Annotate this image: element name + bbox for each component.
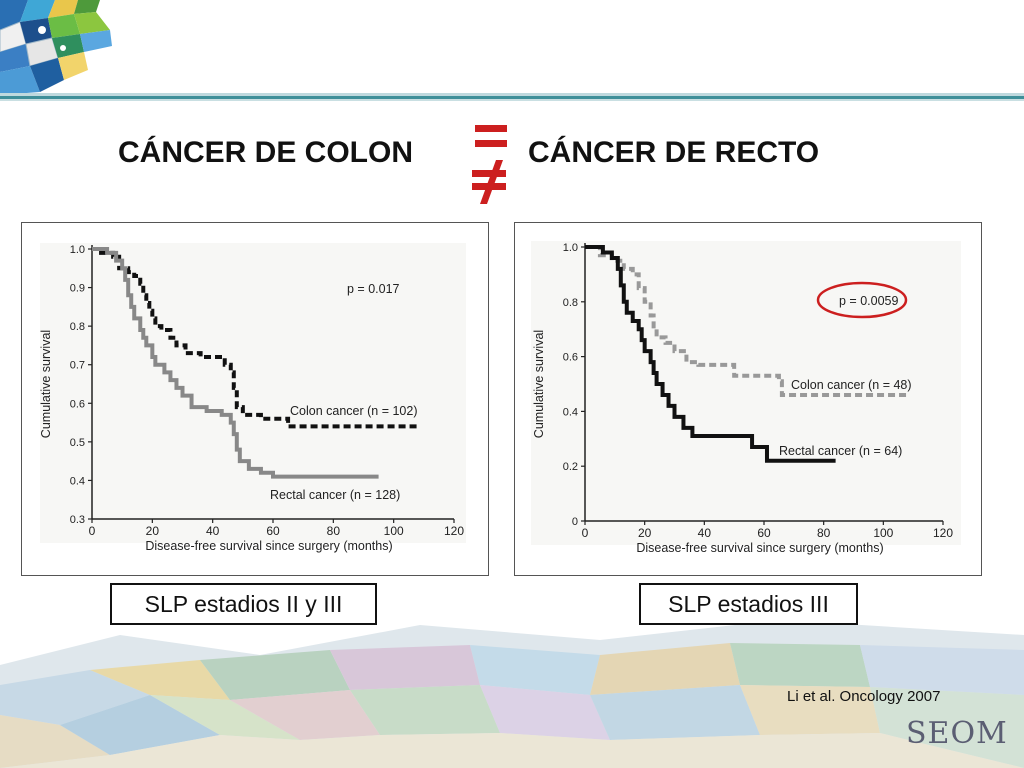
equal-not-equal-icon [472,125,507,204]
p-value-circle [816,281,908,319]
equals-bar-bottom [475,140,507,147]
y-tick-label: 0.9 [70,283,85,295]
x-tick-label: 120 [444,524,464,538]
survival-chart-left: 0 20 40 60 80 100 120 0.3 0.4 0.5 0.6 0.7 0.8 0.9 1.0 D… [39,243,466,553]
y-tick-label: 0.4 [563,406,578,418]
y-tick-label: 1.0 [70,244,85,256]
mosaic-corner-decoration [0,0,120,95]
x-tick-label: 60 [266,524,280,538]
mosaic-footer-decoration [0,620,1024,768]
equals-bar-top [475,125,507,132]
title-colon-cancer: CÁNCER DE COLON [118,136,414,169]
x-axis-label: Disease-free survival since surgery (mon… [145,539,392,553]
y-tick-label: 0.5 [70,437,85,449]
header-divider [0,93,1024,101]
x-tick-label: 80 [327,524,341,538]
seom-logo: SEOM [906,716,1008,751]
series-line-1 [585,245,908,397]
x-tick-label: 100 [873,526,893,540]
y-tick-label: 0.6 [70,398,85,410]
x-tick-label: 60 [757,526,771,540]
p-value-annotation: p = 0.017 [347,282,400,296]
chart-panel-colon-rectal-stage-2-3: 0 20 40 60 80 100 120 0.3 0.4 0.5 0.6 0.7 0.8 0.9 1.0 D… [21,222,489,576]
x-tick-label: 40 [698,526,712,540]
survival-chart-right: 0 20 40 60 80 100 120 0 0.2 0.4 0.6 0.8 1.0 Disease-f… [531,241,961,555]
y-tick-label: 0.3 [70,514,85,526]
series-label-2: Rectal cancer (n = 128) [270,488,400,502]
not-equal-bar-top [472,170,506,177]
y-axis-label: Cumulative survival [39,330,53,438]
series-label-1: Colon cancer (n = 48) [791,378,912,392]
caption-stage-3: SLP estadios III [639,583,858,625]
y-axis-label: Cumulative survival [532,330,546,438]
y-tick-label: 0 [572,516,578,528]
x-tick-label: 100 [384,524,404,538]
y-tick-label: 0.8 [70,321,85,333]
x-tick-label: 40 [206,524,220,538]
series-line-1 [92,247,418,429]
x-tick-label: 0 [89,524,96,538]
series-line-2 [92,247,379,479]
y-tick-label: 0.8 [563,297,578,309]
x-tick-label: 20 [146,524,160,538]
chart-background [40,243,466,543]
series-line-2 [585,245,836,463]
y-tick-label: 1.0 [563,242,578,254]
x-tick-label: 80 [817,526,831,540]
x-tick-label: 20 [638,526,652,540]
y-tick-label: 0.7 [70,360,85,372]
caption-stage-2-3: SLP estadios II y III [110,583,377,625]
x-tick-label: 0 [582,526,589,540]
y-tick-label: 0.6 [563,352,578,364]
x-axis-label: Disease-free survival since surgery (mon… [636,541,883,555]
chart-background [531,241,961,545]
citation-text: Li et al. Oncology 2007 [787,688,941,705]
p-value-annotation: p = 0.0059 [839,294,898,308]
y-tick-label: 0.2 [563,461,578,473]
series-label-2: Rectal cancer (n = 64) [779,444,902,458]
x-tick-label: 120 [933,526,953,540]
y-tick-label: 0.4 [70,475,85,487]
title-rectal-cancer: CÁNCER DE RECTO [528,136,820,169]
not-equal-slash [480,160,503,204]
series-label-1: Colon cancer (n = 102) [290,404,418,418]
chart-panel-colon-rectal-stage-3: 0 20 40 60 80 100 120 0 0.2 0.4 0.6 0.8 1.0 Disease-f… [514,222,982,576]
